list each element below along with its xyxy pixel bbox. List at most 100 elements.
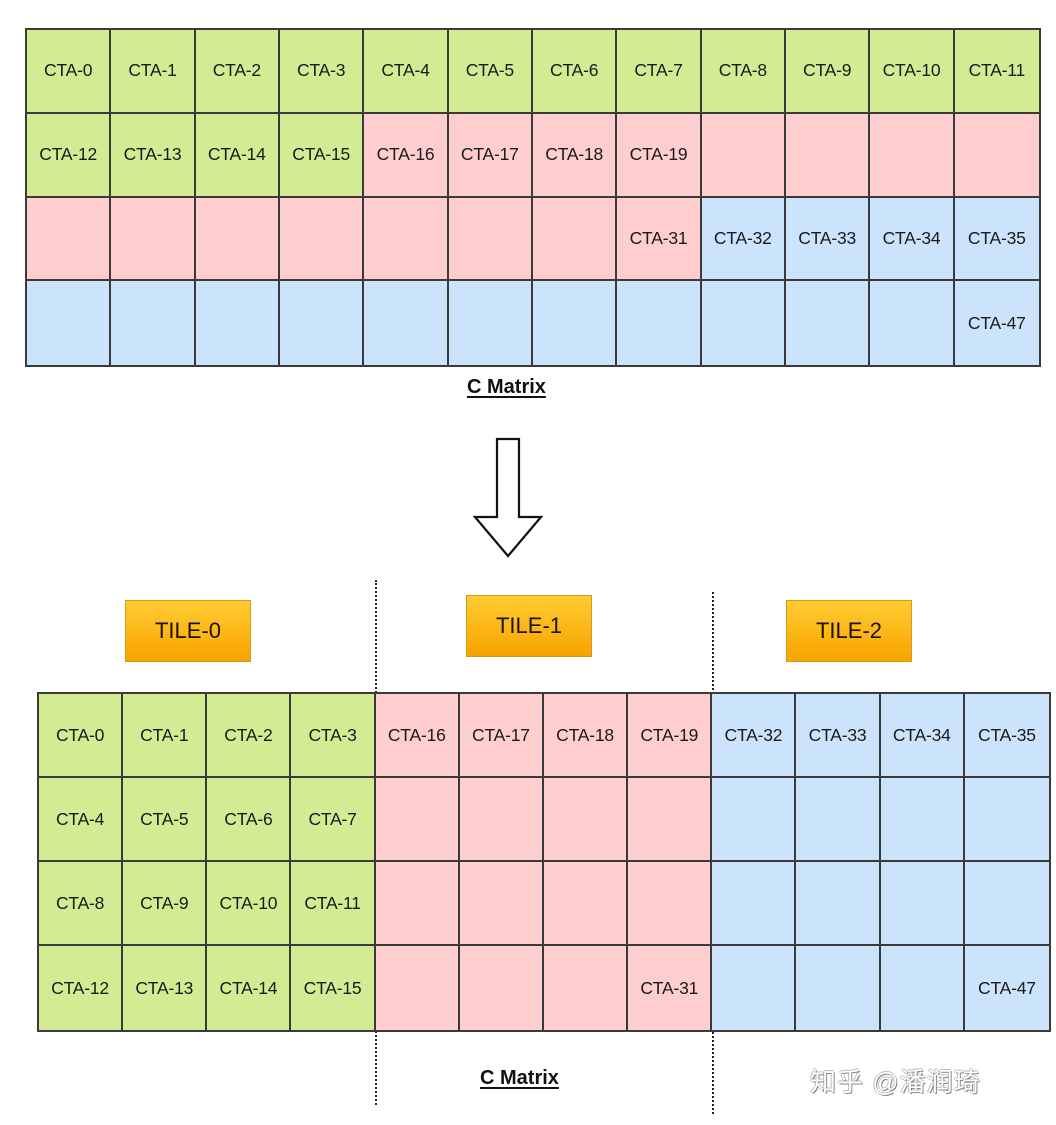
cta-cell: CTA-0 <box>39 694 124 778</box>
cta-cell: CTA-9 <box>786 30 871 114</box>
cta-cell <box>796 862 881 946</box>
cta-cell: CTA-8 <box>39 862 124 946</box>
cta-cell: CTA-18 <box>543 694 629 778</box>
cta-cell <box>543 862 629 946</box>
cta-cell <box>701 113 786 198</box>
cta-cell: CTA-47 <box>964 946 1049 1030</box>
cta-cell <box>364 197 449 282</box>
cta-cell: CTA-6 <box>533 30 618 114</box>
cta-cell: CTA-7 <box>617 30 702 114</box>
bottom-c-matrix-grid: CTA-0 CTA-1 CTA-2 CTA-3 CTA-16 CTA-17 CTA-18 CT… <box>37 692 1051 1032</box>
cta-cell: CTA-1 <box>123 694 208 778</box>
cta-cell <box>954 113 1039 198</box>
cta-cell: CTA-10 <box>870 30 955 114</box>
cta-cell <box>27 281 112 365</box>
cta-cell <box>543 778 629 862</box>
cta-cell <box>786 281 871 365</box>
cta-cell <box>459 778 544 862</box>
cta-cell <box>459 946 544 1030</box>
cta-cell <box>628 862 713 946</box>
cta-cell <box>195 197 280 282</box>
cta-cell: CTA-4 <box>39 778 124 862</box>
cta-cell <box>280 281 365 365</box>
cta-cell: CTA-16 <box>375 694 460 778</box>
cta-cell: CTA-11 <box>291 862 376 946</box>
cta-cell: CTA-19 <box>628 694 713 778</box>
cta-cell <box>628 778 713 862</box>
cta-cell: CTA-47 <box>954 281 1039 365</box>
cta-cell <box>712 778 797 862</box>
cta-cell: CTA-34 <box>870 197 955 282</box>
cta-cell: CTA-11 <box>954 30 1039 114</box>
cta-cell: CTA-15 <box>280 113 365 198</box>
cta-cell <box>617 281 702 365</box>
tile-2-label: TILE-2 <box>786 600 912 662</box>
cta-cell <box>964 778 1049 862</box>
cta-cell: CTA-14 <box>195 113 280 198</box>
tile-1-label: TILE-1 <box>466 595 592 657</box>
cta-cell: CTA-4 <box>364 30 449 114</box>
cta-cell: CTA-10 <box>207 862 292 946</box>
cta-cell: CTA-31 <box>628 946 713 1030</box>
cta-cell <box>533 281 618 365</box>
cta-cell <box>712 946 797 1030</box>
cta-cell <box>195 281 280 365</box>
cta-cell: CTA-35 <box>964 694 1049 778</box>
cta-cell <box>870 113 955 198</box>
cta-cell: CTA-9 <box>123 862 208 946</box>
cta-cell <box>880 862 965 946</box>
cta-cell <box>111 281 196 365</box>
cta-cell: CTA-33 <box>786 197 871 282</box>
cta-cell: CTA-13 <box>111 113 196 198</box>
cta-cell <box>870 281 955 365</box>
cta-cell: CTA-13 <box>123 946 208 1030</box>
top-c-matrix-caption: C Matrix <box>467 376 546 398</box>
cta-cell <box>364 281 449 365</box>
cta-cell: CTA-5 <box>123 778 208 862</box>
cta-cell: CTA-17 <box>459 694 544 778</box>
cta-cell <box>280 197 365 282</box>
cta-cell: CTA-15 <box>291 946 376 1030</box>
tile-0-label: TILE-0 <box>125 600 251 662</box>
cta-cell: CTA-32 <box>701 197 786 282</box>
cta-cell: CTA-2 <box>207 694 292 778</box>
cta-cell <box>375 862 460 946</box>
cta-cell <box>111 197 196 282</box>
cta-cell: CTA-1 <box>111 30 196 114</box>
cta-cell <box>448 197 533 282</box>
cta-cell: CTA-12 <box>39 946 124 1030</box>
cta-cell <box>796 778 881 862</box>
cta-cell <box>375 946 460 1030</box>
cta-cell: CTA-7 <box>291 778 376 862</box>
cta-cell <box>448 281 533 365</box>
cta-cell <box>543 946 629 1030</box>
cta-cell: CTA-17 <box>448 113 533 198</box>
cta-cell: CTA-14 <box>207 946 292 1030</box>
cta-cell <box>964 862 1049 946</box>
cta-cell: CTA-0 <box>27 30 112 114</box>
cta-cell: CTA-31 <box>617 197 702 282</box>
cta-cell: CTA-16 <box>364 113 449 198</box>
cta-cell: CTA-33 <box>796 694 881 778</box>
cta-cell <box>786 113 871 198</box>
watermark: 知乎 @潘润琦 <box>810 1067 981 1097</box>
cta-cell: CTA-34 <box>880 694 965 778</box>
cta-cell: CTA-35 <box>954 197 1039 282</box>
cta-cell <box>880 778 965 862</box>
cta-cell <box>880 946 965 1030</box>
cta-cell: CTA-2 <box>195 30 280 114</box>
cta-cell <box>459 862 544 946</box>
down-arrow-icon <box>473 437 543 558</box>
cta-cell: CTA-19 <box>617 113 702 198</box>
cta-cell <box>796 946 881 1030</box>
cta-cell: CTA-12 <box>27 113 112 198</box>
cta-cell <box>712 862 797 946</box>
cta-cell: CTA-8 <box>701 30 786 114</box>
cta-cell: CTA-6 <box>207 778 292 862</box>
cta-cell: CTA-32 <box>712 694 797 778</box>
cta-cell <box>375 778 460 862</box>
cta-cell: CTA-18 <box>533 113 618 198</box>
cta-cell <box>27 197 112 282</box>
bottom-c-matrix-caption: C Matrix <box>480 1067 559 1089</box>
cta-cell: CTA-5 <box>448 30 533 114</box>
